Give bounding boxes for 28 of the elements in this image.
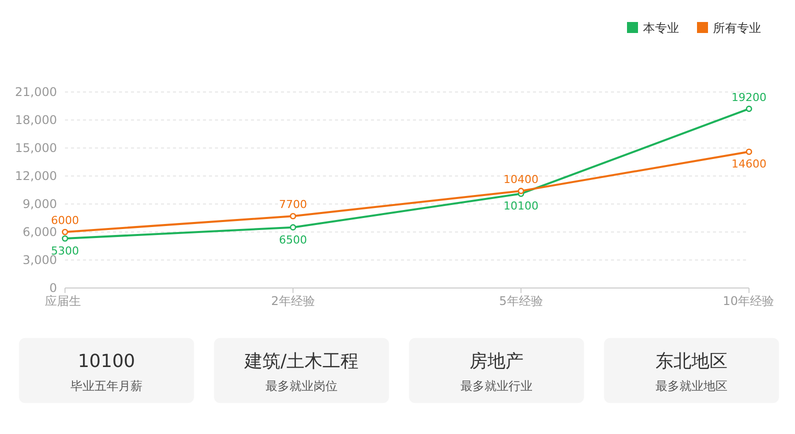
data-label: 19200: [732, 90, 766, 104]
data-label: 7700: [279, 198, 307, 212]
text: 最多就业行业: [460, 379, 532, 393]
text: 建筑/土木工程: [243, 351, 359, 372]
y-tick-label: 0: [49, 281, 57, 295]
text: 东北地区: [656, 351, 728, 372]
text: 毕业五年月薪: [70, 379, 142, 393]
data-label: 6000: [51, 214, 79, 227]
x-tick-label: 10年经验: [722, 294, 774, 308]
x-tick-label: 应届生: [45, 294, 81, 308]
y-tick-label: 15,000: [15, 141, 57, 155]
text: 房地产: [470, 351, 524, 372]
x-tick-label: 2年经验: [271, 294, 315, 308]
data-label: 14600: [732, 158, 766, 171]
y-tick-label: 21,000: [15, 85, 57, 99]
legend-label: 所有专业: [713, 21, 761, 35]
y-tick-label: 18,000: [15, 113, 57, 127]
data-label: 6500: [279, 233, 307, 246]
text: 10100: [78, 351, 136, 372]
legend-label: 本专业: [643, 21, 679, 35]
text: 最多就业地区: [656, 379, 728, 393]
y-tick-label: 9,000: [22, 197, 57, 211]
data-label: 10100: [504, 200, 538, 213]
y-tick-label: 6,000: [22, 225, 57, 239]
data-label: 10400: [504, 172, 538, 186]
y-tick-label: 12,000: [15, 169, 57, 183]
x-tick-label: 5年经验: [499, 294, 543, 308]
text: 最多就业岗位: [266, 379, 338, 393]
